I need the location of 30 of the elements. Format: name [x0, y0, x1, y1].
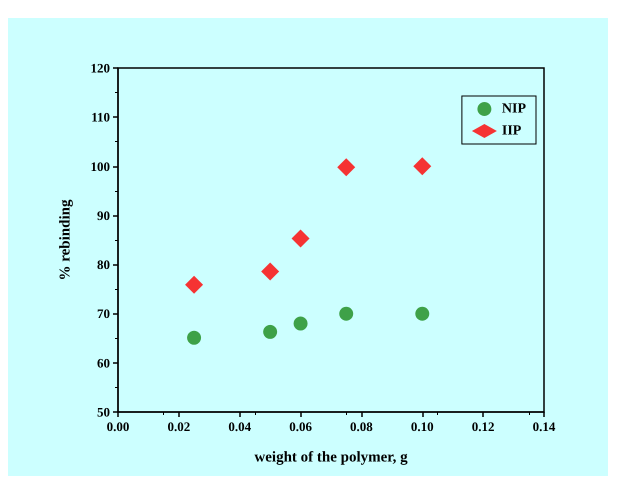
- point: [263, 324, 278, 339]
- point: [294, 316, 308, 331]
- y-tick-label: 70: [97, 306, 110, 322]
- point: [187, 330, 202, 345]
- y-tick-label: 80: [97, 257, 110, 272]
- point: [339, 306, 354, 321]
- point: [292, 230, 310, 248]
- y-tick-label: 110: [91, 110, 110, 125]
- point: [413, 157, 432, 176]
- x-axis-title: weight of the polymer, g: [254, 450, 408, 466]
- y-tick-label: 50: [97, 404, 110, 420]
- point: [337, 158, 356, 176]
- legend-label: NIP: [502, 102, 526, 116]
- y-tick-label: 60: [97, 355, 110, 370]
- x-tick-label: 0.06: [289, 419, 312, 434]
- x-tick-label: 0.04: [228, 419, 252, 434]
- legend-label: IIP: [502, 124, 522, 138]
- x-tick-label: 0.10: [410, 419, 434, 434]
- point: [185, 276, 204, 294]
- y-axis-title: % rebinding: [58, 199, 74, 280]
- x-tick-label: 0.02: [167, 419, 190, 434]
- x-tick-label: 0.08: [350, 419, 374, 434]
- x-tick-label: 0.14: [532, 419, 556, 434]
- x-tick-label: 0.12: [472, 419, 495, 434]
- point: [415, 306, 430, 321]
- y-tick-label: 90: [97, 208, 110, 223]
- point: [261, 262, 280, 280]
- y-tick-label: 100: [90, 158, 110, 174]
- x-tick-label: 0.00: [106, 419, 130, 434]
- y-tick-label: 120: [90, 60, 110, 76]
